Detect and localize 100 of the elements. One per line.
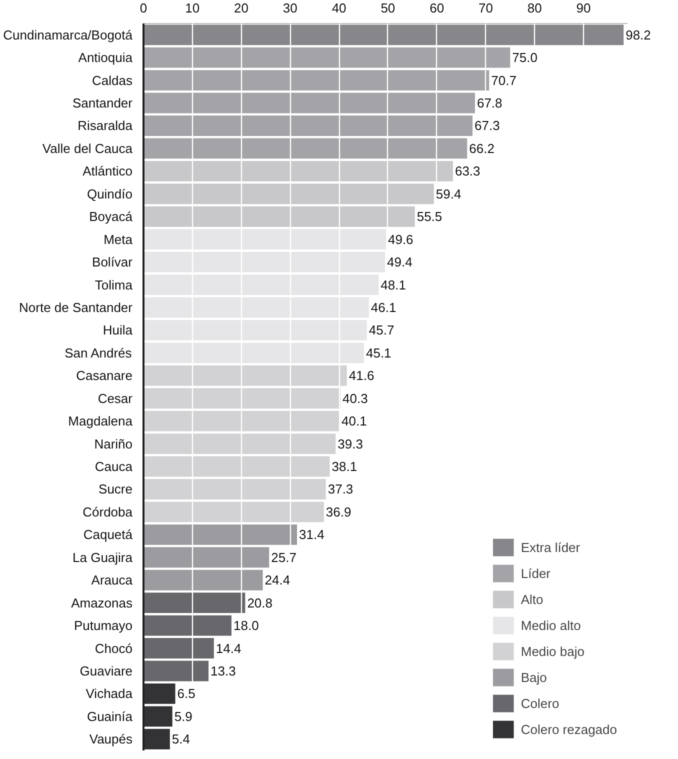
legend-label: Líder: [520, 564, 551, 582]
x-tick-label: 60: [430, 0, 444, 16]
text: 55.5: [416, 209, 442, 224]
text: 37.3: [328, 482, 354, 497]
text: 18.0: [234, 618, 259, 634]
y-tick-label: Huila: [102, 322, 134, 338]
y-tick-label: Tolima: [94, 277, 134, 292]
text: 59.4: [436, 186, 462, 202]
text: 67.8: [476, 96, 502, 111]
bar: [144, 410, 340, 432]
bar: [144, 206, 415, 227]
bar: [144, 160, 453, 182]
bar: [144, 592, 246, 614]
bar: [144, 138, 468, 159]
y-tick-label: Norte de Santander: [19, 300, 134, 315]
y-tick-label: Vichada: [86, 686, 134, 702]
y-tick-label: Bolívar: [92, 254, 134, 270]
text: 70.7: [491, 72, 516, 88]
bar: [144, 274, 379, 295]
text: 48.1: [380, 277, 406, 292]
text: 38.1: [332, 459, 358, 474]
y-tick-label: Guainía: [86, 708, 134, 724]
text: 31.4: [299, 527, 324, 542]
y-tick-label: Boyacá: [89, 209, 134, 224]
legend-label: Colero rezagado: [520, 720, 617, 739]
text: 45.1: [366, 345, 392, 360]
text: 75.0: [512, 50, 538, 66]
text: 13.3: [210, 663, 236, 678]
y-tick-label: Cauca: [94, 459, 134, 474]
bar: [144, 365, 347, 386]
y-tick-label: San Andrés: [64, 345, 132, 360]
y-tick-label: Caldas: [92, 72, 133, 88]
bar: [144, 570, 263, 590]
bar: [144, 434, 336, 454]
bar: [144, 388, 341, 409]
bar: [144, 116, 473, 136]
y-tick-label: Amazonas: [71, 595, 133, 610]
y-tick-label: Guaviare: [80, 663, 132, 678]
x-tick-label: 10: [185, 0, 200, 16]
y-tick-label: Antioquia: [78, 50, 134, 66]
x-tick-label: 30: [282, 0, 298, 16]
y-tick-label: Atlántico: [82, 164, 133, 179]
bar: [144, 524, 298, 545]
y-tick-label: Quindío: [86, 186, 133, 202]
bar: [144, 297, 369, 318]
legend-label: Alto: [520, 590, 544, 608]
bar: [144, 615, 232, 636]
legend-label: Medio bajo: [520, 642, 584, 661]
y-tick-label: Chocó: [94, 640, 132, 656]
text: 63.3: [454, 164, 480, 179]
bar: [144, 638, 214, 658]
y-tick-label: Sucre: [98, 482, 133, 497]
y-tick-label: Risaralda: [78, 118, 134, 134]
text: 98.2: [626, 27, 651, 42]
bar: [144, 683, 176, 704]
text: 41.6: [348, 368, 374, 384]
text: 46.1: [370, 300, 396, 315]
y-tick-label: Meta: [104, 232, 134, 247]
bar: [144, 47, 510, 68]
legend-label: Colero: [520, 694, 560, 712]
bar: [144, 456, 330, 477]
x-tick-label: 20: [234, 0, 249, 16]
bar: [144, 479, 326, 500]
legend-label: Extra líder: [520, 538, 580, 556]
text: 49.6: [388, 232, 414, 247]
text: 25.7: [271, 550, 296, 565]
y-tick-label: Caquetá: [83, 527, 134, 542]
bar: [144, 502, 324, 522]
text: 39.3: [338, 436, 363, 452]
y-tick-label: Magdalena: [68, 414, 134, 429]
text: 5.9: [174, 708, 192, 724]
bar: [144, 706, 172, 727]
y-tick-label: La Guajira: [72, 550, 134, 565]
bar: [144, 229, 386, 250]
y-tick-label: Putumayo: [74, 618, 133, 634]
bar: [144, 70, 490, 91]
y-tick-label: Santander: [72, 96, 134, 111]
x-tick-label: 40: [332, 0, 346, 16]
text: 24.4: [264, 572, 290, 588]
x-tick-label: 70: [478, 0, 493, 16]
y-tick-label: Nariño: [94, 436, 132, 452]
y-tick-label: Córdoba: [82, 504, 134, 520]
y-tick-label: Casanare: [76, 368, 133, 384]
y-tick-label: Cesar: [98, 390, 134, 406]
legend-label: Medio alto: [520, 616, 581, 634]
text: 67.3: [474, 118, 500, 134]
x-tick-label: 0: [140, 0, 148, 16]
text: 20.8: [247, 595, 272, 610]
bar: [144, 547, 270, 568]
y-tick-label: Cundinamarca/Bogotá: [3, 27, 134, 42]
text: 66.2: [469, 140, 494, 156]
y-tick-label: Arauca: [91, 572, 134, 588]
bar: [144, 252, 386, 272]
y-tick-label: Valle del Cauca: [42, 140, 134, 156]
y-tick-label: Vaupés: [89, 732, 133, 747]
bar: [144, 728, 170, 750]
bar: [144, 342, 364, 364]
x-tick-label: 80: [527, 0, 542, 16]
bar: [144, 92, 475, 114]
text: 45.7: [368, 322, 394, 338]
